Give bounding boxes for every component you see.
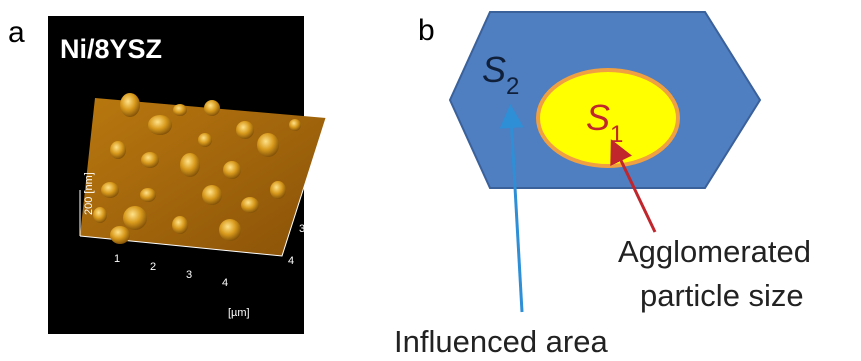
axis-unit: [µm]	[228, 307, 250, 319]
surface-bump	[120, 93, 140, 117]
tick-label: 2	[150, 261, 156, 273]
surface-bump	[141, 152, 159, 168]
surface-bump	[148, 115, 172, 135]
tick-label: 4	[288, 255, 294, 267]
surface-bump	[289, 119, 301, 131]
surface-bump	[241, 197, 259, 213]
surface-bump	[219, 219, 241, 241]
caption: Agglomerated	[618, 234, 811, 269]
caption: Influenced area	[394, 324, 608, 359]
surface-bump	[180, 153, 200, 177]
tick-label: 4	[222, 277, 228, 289]
surface-bump	[204, 100, 220, 116]
surface-bump	[198, 133, 212, 147]
surface-bump	[270, 181, 286, 199]
tick-label: 2	[311, 187, 317, 199]
tick-label: 1	[322, 153, 328, 165]
surface-bump	[257, 133, 279, 157]
surface-bump	[173, 104, 187, 116]
tick-label: 3	[299, 223, 305, 235]
surface-bump	[140, 188, 156, 202]
surface-bump	[236, 121, 254, 139]
surface-bump	[172, 216, 188, 234]
figure: a Ni/8YSZ 200 [nm] 0 1 2 3 4 1 2 3 4 [µm…	[0, 0, 861, 361]
surface-bump	[223, 161, 241, 179]
afm-surface	[80, 93, 326, 256]
surface-bump	[93, 207, 107, 223]
panel-label: b	[418, 14, 435, 47]
caption: particle size	[640, 278, 804, 313]
tick-label: 3	[186, 269, 192, 281]
surface-bump	[123, 206, 147, 230]
panel-label: a	[8, 16, 25, 49]
surface-bump	[110, 141, 126, 159]
tick-label: 1	[114, 253, 120, 265]
surface-bump	[110, 226, 130, 244]
sample-title: Ni/8YSZ	[60, 34, 162, 64]
z-axis-label: 200 [nm]	[83, 172, 95, 215]
tick-label: 0	[332, 121, 338, 133]
surface-bump	[101, 182, 119, 198]
surface-bump	[202, 185, 222, 205]
